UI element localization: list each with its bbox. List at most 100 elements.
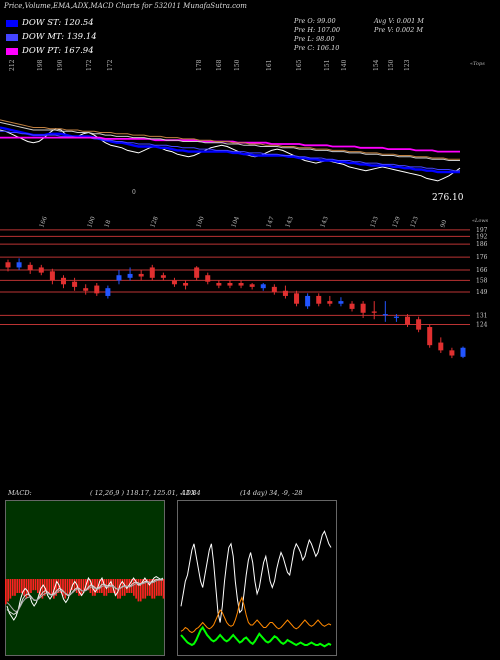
- level-label: 158: [476, 277, 488, 284]
- top-axis-label: 165: [296, 59, 303, 71]
- candle-body: [160, 275, 166, 278]
- macd-histogram-bar: [153, 579, 156, 599]
- candle-body: [382, 314, 388, 316]
- macd-histogram-bar: [27, 579, 30, 596]
- macd-histogram-bar: [48, 579, 51, 593]
- top-right-note: «Lows: [472, 218, 489, 224]
- candle-body: [238, 282, 244, 286]
- adx-series-line: [180, 530, 332, 623]
- legend-swatch: [6, 33, 18, 41]
- candle-body: [393, 316, 399, 318]
- adx-panel: [177, 500, 337, 656]
- candle-body: [16, 262, 22, 268]
- candle-body: [127, 273, 133, 278]
- price-label: 276.10: [432, 193, 464, 203]
- top-axis-label: 166: [38, 216, 49, 229]
- macd-histogram-bar: [53, 579, 55, 599]
- level-label: 149: [476, 289, 488, 296]
- candle-body: [349, 303, 355, 309]
- macd-histogram-bar: [14, 579, 16, 596]
- chart-title: Price,Volume,EMA,ADX,MACD Charts for 532…: [4, 2, 247, 10]
- candle-body: [282, 290, 288, 296]
- legend-dow-pt: DOW PT: 167.94: [6, 46, 94, 56]
- macd-histogram-bar: [23, 579, 25, 596]
- bottom-axis-label: 0: [132, 189, 136, 196]
- level-label: 176: [476, 254, 488, 261]
- macd-border: [5, 500, 165, 656]
- macd-histogram-bar: [75, 579, 78, 593]
- macd-histogram-bar: [96, 579, 99, 593]
- macd-histogram-bar: [41, 579, 44, 599]
- top-axis-label: 147: [265, 216, 276, 229]
- adx-background: [177, 500, 337, 656]
- macd-histogram-bar: [149, 579, 151, 596]
- ema-series-line: [0, 136, 460, 153]
- candle-body: [94, 285, 100, 294]
- macd-histogram-bar: [103, 579, 105, 596]
- stat-pre-close: Pre C: 106.10: [294, 44, 340, 52]
- macd-histogram-bar: [71, 579, 73, 591]
- level-label: 166: [476, 267, 488, 274]
- candle-body: [38, 267, 44, 273]
- top-axis-label: 198: [37, 59, 44, 71]
- candle-body: [27, 264, 33, 271]
- macd-params: ( 12,26,9 ) 118.17, 125.01, -11.84: [90, 489, 201, 497]
- stat-pre-low: Pre L: 98.00: [294, 35, 335, 43]
- macd-histogram-bar: [162, 579, 165, 599]
- macd-histogram-bar: [55, 579, 57, 596]
- top-axis-label: 100: [86, 216, 97, 229]
- top-axis-label: 123: [409, 216, 420, 229]
- macd-histogram-bar: [25, 579, 28, 599]
- macd-histogram-bar: [80, 579, 83, 596]
- top-right-note: «Tops: [470, 61, 485, 67]
- adx-label: ADX: [181, 489, 196, 497]
- macd-histogram-bar: [66, 579, 69, 596]
- macd-histogram-bar: [16, 579, 19, 593]
- candle-body: [460, 347, 466, 357]
- top-axis-label: 129: [391, 216, 402, 229]
- top-axis-label: 212: [9, 59, 16, 71]
- stat-pre-open: Pre O: 99.00: [294, 17, 336, 25]
- macd-histogram-bar: [82, 579, 85, 593]
- candle-body: [5, 262, 11, 268]
- top-axis-label: 133: [369, 216, 380, 229]
- top-axis-label: 168: [216, 59, 223, 71]
- candle-body: [216, 282, 222, 286]
- legend-dow-mt: DOW MT: 139.14: [6, 32, 97, 42]
- ema-panel: 212 198 190 172 172 178 168 150 161 165 151 140 154 1…: [0, 59, 485, 196]
- ema-series-line: [0, 126, 460, 174]
- top-axis-label: 143: [319, 216, 330, 229]
- macd-histogram-bar: [158, 579, 160, 596]
- macd-histogram-bar: [18, 579, 21, 593]
- adx-border: [177, 500, 337, 656]
- macd-histogram-bar: [105, 579, 108, 596]
- top-axis-label: 128: [149, 216, 160, 229]
- macd-histogram-bar: [30, 579, 32, 593]
- candle-body: [83, 288, 89, 291]
- top-axis-label: 143: [284, 216, 295, 229]
- macd-histogram-bar: [133, 579, 135, 596]
- legend-label: DOW PT: 167.94: [22, 46, 94, 56]
- adx-params: (14 day) 34, -9, -28: [240, 489, 303, 497]
- top-axis-label: 190: [57, 59, 64, 71]
- top-axis-label: 161: [266, 60, 273, 71]
- level-label: 186: [476, 241, 488, 248]
- top-axis-label: 140: [341, 59, 348, 71]
- level-label: 192: [476, 233, 488, 240]
- level-label: 131: [476, 312, 487, 319]
- macd-histogram-bar: [64, 579, 67, 599]
- macd-histogram-bar: [142, 579, 144, 599]
- macd-histogram-bar: [151, 579, 153, 599]
- macd-histogram-bar: [89, 579, 92, 593]
- candle-body: [116, 275, 122, 281]
- candle-body: [60, 277, 66, 285]
- adx-series-line: [180, 625, 332, 648]
- top-axis-label: 104: [230, 216, 241, 229]
- macd-series-line: [6, 579, 163, 613]
- level-label: 197: [476, 227, 488, 234]
- candle-body: [105, 288, 111, 296]
- candle-body: [260, 284, 266, 289]
- top-axis-label: 100: [195, 216, 206, 229]
- macd-histogram-bar: [62, 579, 64, 596]
